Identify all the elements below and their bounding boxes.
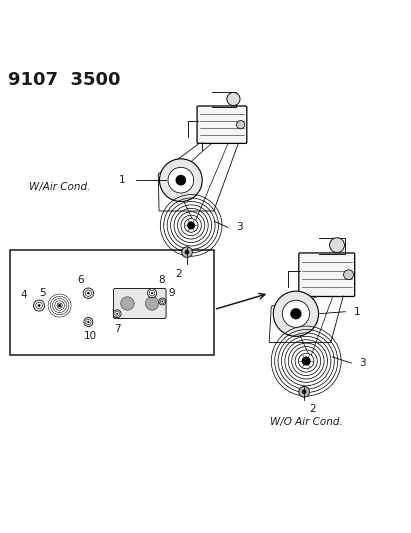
- Circle shape: [282, 300, 309, 327]
- Circle shape: [36, 302, 42, 309]
- Text: W/O Air Cond.: W/O Air Cond.: [270, 417, 343, 427]
- Circle shape: [116, 313, 118, 315]
- Circle shape: [83, 288, 94, 298]
- Text: 2: 2: [309, 404, 316, 414]
- Circle shape: [160, 300, 164, 303]
- Circle shape: [302, 357, 311, 366]
- Text: 9: 9: [169, 288, 175, 298]
- Circle shape: [185, 250, 189, 255]
- Circle shape: [273, 291, 319, 336]
- Circle shape: [162, 301, 163, 302]
- Text: 3: 3: [236, 222, 243, 232]
- Text: 1: 1: [353, 306, 360, 317]
- Text: 9107  3500: 9107 3500: [8, 71, 121, 89]
- Circle shape: [145, 297, 159, 310]
- Circle shape: [85, 290, 92, 296]
- Circle shape: [175, 175, 186, 185]
- Circle shape: [87, 321, 90, 323]
- Circle shape: [159, 298, 166, 305]
- Circle shape: [57, 303, 62, 308]
- Circle shape: [182, 247, 192, 257]
- Circle shape: [149, 290, 155, 296]
- Circle shape: [187, 221, 195, 229]
- Bar: [10, 250, 214, 355]
- Circle shape: [58, 304, 61, 307]
- Circle shape: [298, 353, 314, 369]
- Circle shape: [38, 304, 40, 307]
- Text: 3: 3: [360, 358, 366, 368]
- Circle shape: [34, 300, 44, 311]
- Circle shape: [84, 318, 93, 327]
- Circle shape: [299, 386, 309, 397]
- Circle shape: [302, 390, 307, 394]
- FancyBboxPatch shape: [299, 253, 355, 296]
- Circle shape: [290, 308, 302, 319]
- Text: 4: 4: [20, 290, 27, 300]
- Text: 2: 2: [175, 269, 182, 279]
- Circle shape: [344, 270, 353, 280]
- Circle shape: [115, 311, 120, 316]
- Text: W/Air Cond.: W/Air Cond.: [29, 182, 90, 192]
- Circle shape: [113, 310, 121, 318]
- Text: 7: 7: [114, 324, 120, 334]
- Circle shape: [121, 297, 134, 310]
- Circle shape: [185, 219, 198, 232]
- Text: 8: 8: [158, 275, 165, 285]
- Circle shape: [85, 319, 91, 325]
- Circle shape: [148, 289, 157, 298]
- Circle shape: [87, 292, 90, 295]
- Circle shape: [227, 92, 240, 106]
- Circle shape: [168, 167, 194, 193]
- Text: 5: 5: [39, 288, 46, 298]
- Text: 10: 10: [84, 332, 97, 342]
- Circle shape: [330, 238, 344, 253]
- Circle shape: [151, 292, 153, 294]
- Text: 1: 1: [119, 175, 125, 185]
- Text: 6: 6: [78, 275, 84, 285]
- FancyBboxPatch shape: [113, 288, 166, 319]
- Circle shape: [159, 159, 202, 201]
- FancyBboxPatch shape: [197, 106, 247, 143]
- Circle shape: [236, 120, 245, 129]
